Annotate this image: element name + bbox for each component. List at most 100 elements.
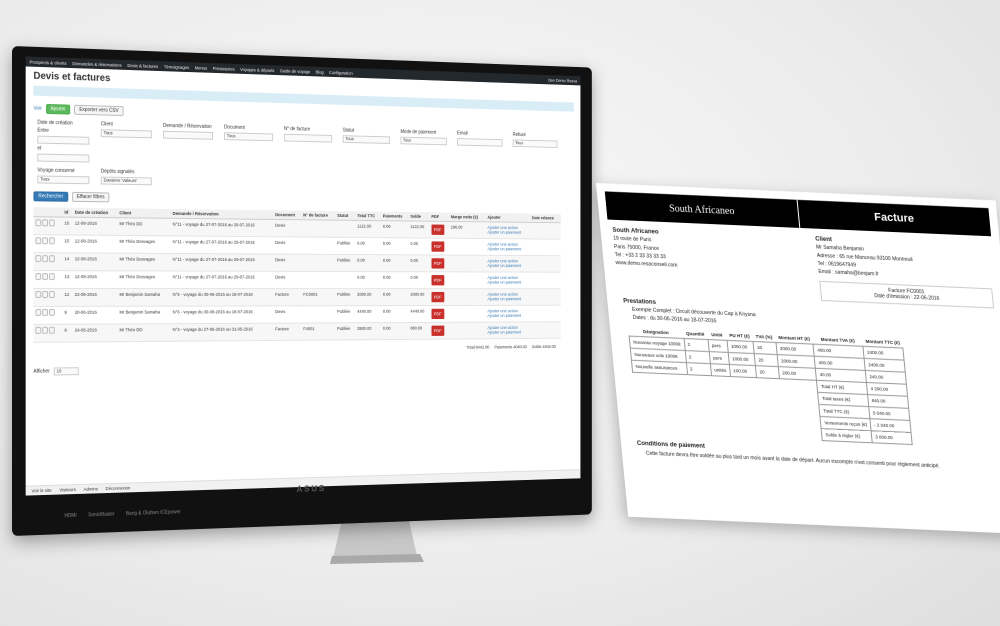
pdf-button[interactable]: PDF xyxy=(431,224,445,235)
filter-input[interactable]: Tous xyxy=(37,175,90,185)
view-button[interactable] xyxy=(42,237,48,245)
cell-request: N°6 - voyage du 30-06-2016 au 18-07-2016 xyxy=(170,305,274,324)
view-button[interactable] xyxy=(42,291,48,298)
nav-item[interactable]: Devis & factures xyxy=(127,62,159,69)
delete-button[interactable] xyxy=(48,273,55,281)
nav-item[interactable]: Voyages & départs xyxy=(240,66,275,73)
nav-item[interactable]: Configuration xyxy=(328,69,353,76)
edit-button[interactable] xyxy=(35,273,42,281)
pdf-button[interactable]: PDF xyxy=(431,308,445,320)
conditions: Conditions de paiement Cette facture devr… xyxy=(637,441,1000,472)
edit-button[interactable] xyxy=(35,237,42,245)
cell-client: Mr Théo DD xyxy=(117,323,171,342)
admin-item[interactable]: Visiteurs xyxy=(59,487,76,493)
filter: Date de création Entre et xyxy=(37,120,90,163)
view-link[interactable]: Voir xyxy=(33,105,42,112)
cell-id: 12 xyxy=(62,288,73,307)
filter-input[interactable]: Tous xyxy=(342,135,391,144)
date-input[interactable] xyxy=(37,135,90,145)
user-name[interactable]: Dev Demo Resva xyxy=(548,77,578,84)
company-logo: South Africaneo xyxy=(604,191,800,228)
cell-document: Devis xyxy=(273,305,302,324)
edit-button[interactable] xyxy=(35,326,42,334)
nav-item[interactable]: Guide de voyage xyxy=(279,67,311,74)
filter-input[interactable]: Tous xyxy=(400,136,447,146)
delete-button[interactable] xyxy=(48,255,55,263)
action-link[interactable]: Ajouter un paiement xyxy=(487,263,522,268)
filter-input[interactable]: Tous xyxy=(100,129,152,139)
nav-item[interactable]: Menus xyxy=(194,64,208,71)
view-button[interactable] xyxy=(42,326,48,334)
nav-item[interactable]: Prestataires xyxy=(212,65,235,72)
pdf-button[interactable]: PDF xyxy=(431,275,445,286)
action-link[interactable]: Ajouter un paiement xyxy=(487,279,522,285)
search-button[interactable]: Rechercher xyxy=(33,191,69,202)
action-link[interactable]: Ajouter un paiement xyxy=(487,229,522,235)
stand-neck xyxy=(332,516,418,562)
filter-input[interactable] xyxy=(163,130,214,140)
cell-date: 22-06-2016 xyxy=(72,288,118,307)
filter-input[interactable]: Tous xyxy=(512,139,558,148)
pdf-button[interactable]: PDF xyxy=(431,258,445,269)
filter: Voyage concerné Tous xyxy=(37,167,90,185)
column-header: Total TTC xyxy=(355,211,382,221)
cell-id: 14 xyxy=(62,252,73,271)
nav-item[interactable]: Blog xyxy=(315,69,324,75)
delete-button[interactable] xyxy=(48,219,55,227)
edit-button[interactable] xyxy=(35,308,42,316)
cell-reminder xyxy=(530,321,561,339)
delete-button[interactable] xyxy=(48,326,55,334)
date-input[interactable] xyxy=(37,153,90,163)
date-between: Entre xyxy=(37,127,49,134)
cell-id: 13 xyxy=(62,270,73,289)
cell-margin xyxy=(449,305,486,323)
delete-button[interactable] xyxy=(48,291,55,298)
filter-input[interactable] xyxy=(283,133,333,143)
nav-item[interactable]: Témoignages xyxy=(163,63,190,70)
action-link[interactable]: Ajouter un paiement xyxy=(487,329,522,335)
column-header: Date de création xyxy=(72,207,118,218)
clear-button[interactable]: Effacer filtres xyxy=(71,191,110,203)
action-link[interactable]: Ajouter un paiement xyxy=(487,296,522,302)
column-header: N° de facture xyxy=(301,210,336,221)
filter-input[interactable]: Tous xyxy=(224,132,274,142)
filter: Refusé Tous xyxy=(512,132,558,172)
view-button[interactable] xyxy=(42,273,48,281)
delete-button[interactable] xyxy=(48,237,55,245)
admin-item[interactable]: Déconnexion xyxy=(105,485,131,492)
view-button[interactable] xyxy=(42,255,48,263)
add-button[interactable]: Ajouter xyxy=(45,103,71,115)
nav-item[interactable]: Prospects & clients xyxy=(29,59,67,66)
column-header: Id xyxy=(62,207,73,218)
filter-input[interactable]: Dossiers 'Valeurs' xyxy=(100,176,152,186)
cell-total: 0.00 xyxy=(355,254,382,272)
page-size-select[interactable]: 10 xyxy=(53,367,79,376)
cell-payments: 0.00 xyxy=(381,237,409,255)
pdf-button[interactable]: PDF xyxy=(431,325,445,336)
pdf-button[interactable]: PDF xyxy=(431,291,445,303)
edit-button[interactable] xyxy=(35,219,42,227)
cell-client: Mr Théo DD xyxy=(117,217,171,236)
delete-button[interactable] xyxy=(48,308,55,316)
pdf-button[interactable]: PDF xyxy=(431,241,445,252)
cell-reminder xyxy=(530,255,561,273)
admin-item[interactable]: Voir le site xyxy=(31,487,52,494)
row-actions xyxy=(33,216,63,235)
column-header: Solde xyxy=(408,212,430,222)
view-button[interactable] xyxy=(42,308,48,316)
edit-button[interactable] xyxy=(35,255,42,263)
edit-button[interactable] xyxy=(35,291,42,298)
cell-margin xyxy=(449,255,486,272)
cell-payments: 0.00 xyxy=(381,288,409,306)
view-button[interactable] xyxy=(42,219,48,227)
filter-input[interactable] xyxy=(457,138,503,147)
cell-date: 12-08-2016 xyxy=(72,252,118,271)
cell-document: Devis xyxy=(273,254,302,272)
monitor: Prospects & clients Demandes & réservatio… xyxy=(12,46,592,536)
nav-item[interactable]: Demandes & réservations xyxy=(72,60,122,68)
admin-item[interactable]: Admins xyxy=(83,486,98,492)
export-button[interactable]: Exporter vers CSV xyxy=(74,104,124,117)
action-link[interactable]: Ajouter un paiement xyxy=(487,313,522,318)
date-and: et xyxy=(37,145,42,152)
action-link[interactable]: Ajouter un paiement xyxy=(487,246,522,252)
